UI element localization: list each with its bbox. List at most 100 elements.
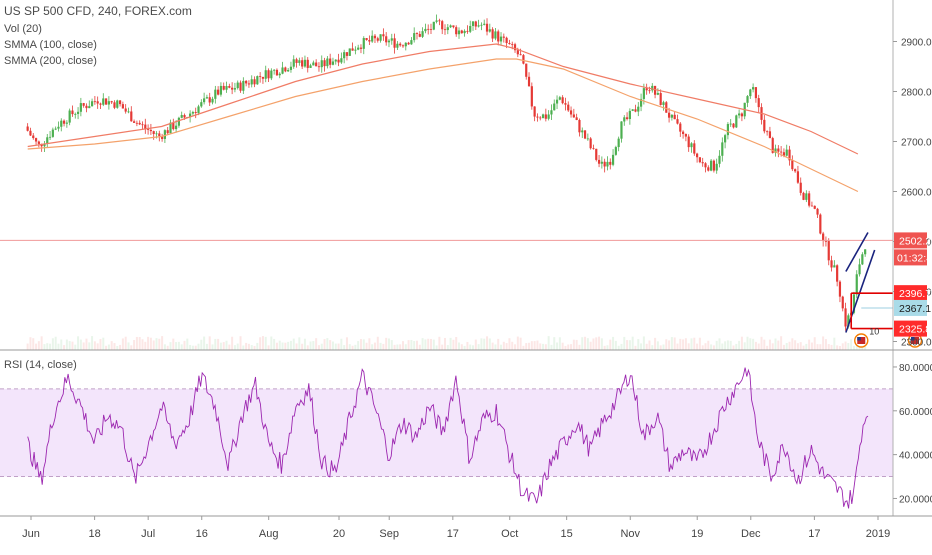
volume-bar bbox=[502, 341, 505, 350]
vol-legend[interactable]: Vol (20) bbox=[4, 23, 42, 35]
candle-body bbox=[233, 88, 237, 90]
candle-body bbox=[219, 85, 223, 95]
candle-body bbox=[480, 24, 483, 26]
level-low-label-text: 2325.8 bbox=[899, 324, 931, 336]
rsi-legend[interactable]: RSI (14, close) bbox=[4, 359, 77, 371]
candle-body bbox=[309, 65, 312, 68]
event-flag-icon bbox=[854, 333, 869, 348]
volume-bar bbox=[116, 345, 119, 350]
candle-body bbox=[824, 240, 828, 242]
candle-body bbox=[841, 296, 844, 309]
candle-body bbox=[124, 108, 127, 112]
volume-bar bbox=[634, 345, 637, 350]
candle-body bbox=[303, 59, 307, 67]
volume-bar bbox=[626, 340, 629, 350]
volume-bar bbox=[295, 343, 298, 350]
volume-bar bbox=[46, 343, 49, 350]
volume-bar bbox=[82, 342, 85, 350]
volume-bar bbox=[561, 342, 564, 350]
volume-bar bbox=[390, 340, 393, 350]
candle-body bbox=[351, 48, 354, 51]
volume-bar bbox=[833, 337, 836, 350]
volume-bar bbox=[256, 342, 259, 350]
volume-bar bbox=[642, 336, 645, 350]
candle-body bbox=[802, 192, 805, 200]
candle-body bbox=[698, 157, 701, 163]
candle-body bbox=[385, 36, 388, 43]
volume-bar bbox=[763, 339, 766, 350]
volume-bar bbox=[441, 344, 444, 350]
candle-body bbox=[132, 121, 136, 123]
smma200-legend[interactable]: SMMA (200, close) bbox=[4, 55, 97, 67]
volume-bar bbox=[757, 343, 760, 350]
candle-body bbox=[222, 85, 225, 90]
countdown-label-text: 01:32:49 bbox=[897, 252, 932, 264]
volume-bar bbox=[368, 338, 371, 350]
candle-body bbox=[726, 124, 730, 136]
candle-body bbox=[253, 79, 256, 85]
volume-bar bbox=[273, 338, 276, 350]
volume-bar bbox=[819, 344, 822, 350]
smma100-legend[interactable]: SMMA (100, close) bbox=[4, 39, 97, 51]
volume-bar bbox=[822, 336, 825, 350]
candle-body bbox=[541, 114, 545, 119]
volume-bar bbox=[564, 345, 567, 350]
candle-body bbox=[550, 110, 553, 115]
volume-bar bbox=[301, 343, 304, 350]
volume-bar bbox=[49, 343, 52, 350]
candle-body bbox=[499, 36, 503, 42]
candle-body bbox=[667, 112, 671, 118]
volume-bar bbox=[673, 337, 676, 350]
volume-bar bbox=[514, 344, 517, 350]
volume-bar bbox=[808, 339, 811, 350]
candle-body bbox=[721, 142, 724, 156]
candle-body bbox=[600, 161, 603, 164]
volume-bar bbox=[788, 341, 791, 350]
price-tick-label: 2300.0 bbox=[901, 338, 932, 349]
time-tick-label: Jul bbox=[141, 528, 155, 540]
volume-bar bbox=[121, 338, 124, 350]
candle-body bbox=[200, 102, 203, 107]
candle-body bbox=[544, 114, 547, 119]
event-flag-axis-icon-flag bbox=[911, 337, 919, 344]
candle-body bbox=[413, 33, 416, 41]
candle-body bbox=[791, 160, 794, 170]
volume-bar bbox=[233, 345, 236, 350]
candle-body bbox=[390, 38, 393, 41]
volume-bar bbox=[662, 344, 665, 350]
candle-body bbox=[634, 109, 637, 112]
volume-bar bbox=[37, 341, 40, 350]
volume-bar bbox=[387, 338, 390, 350]
volume-bar bbox=[760, 336, 763, 350]
candle-body bbox=[60, 120, 63, 127]
candle-body bbox=[247, 83, 251, 85]
volume-bar bbox=[287, 341, 290, 350]
candle-body bbox=[620, 121, 623, 139]
volume-bar bbox=[651, 345, 654, 350]
candle-body bbox=[796, 171, 800, 183]
time-tick-label: 17 bbox=[808, 528, 820, 540]
candle-body bbox=[558, 97, 561, 100]
candle-body bbox=[656, 93, 659, 95]
event-count-label: 10 bbox=[869, 327, 879, 337]
candle-body bbox=[527, 76, 531, 87]
volume-bar bbox=[802, 345, 805, 350]
candle-body bbox=[273, 69, 276, 71]
candle-body bbox=[746, 96, 749, 103]
volume-bar bbox=[458, 342, 461, 350]
candle-body bbox=[651, 85, 654, 91]
volume-bar bbox=[696, 343, 699, 350]
candle-body bbox=[567, 104, 570, 111]
candle-body bbox=[631, 109, 634, 111]
candles-layer bbox=[26, 14, 867, 331]
volume-bar bbox=[214, 338, 217, 350]
candle-body bbox=[443, 29, 447, 31]
level-low-label-bg bbox=[894, 320, 927, 337]
volume-bar bbox=[620, 343, 623, 350]
axes-layer: 2900.02800.02700.02600.02500.02400.02300… bbox=[0, 0, 932, 540]
candle-body bbox=[752, 87, 755, 90]
volume-bar bbox=[152, 340, 155, 350]
volume-bar bbox=[581, 337, 584, 350]
